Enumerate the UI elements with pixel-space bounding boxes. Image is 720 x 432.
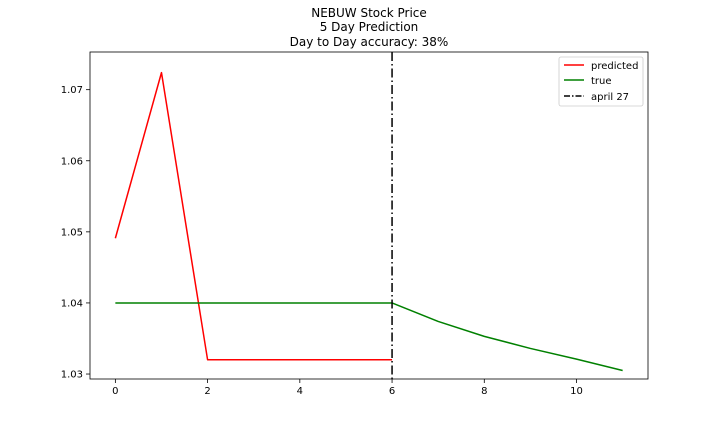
y-tick-label: 1.05 xyxy=(61,227,83,238)
chart-title-line-1: NEBUW Stock Price xyxy=(311,6,427,20)
legend-label-true: true xyxy=(591,76,612,87)
series-line-true xyxy=(115,302,623,372)
x-tick-label: 6 xyxy=(389,386,395,397)
legend-label-predicted: predicted xyxy=(591,61,638,72)
chart-title-line-3: Day to Day accuracy: 38% xyxy=(290,35,449,49)
x-axis: 0 2 4 6 8 10 xyxy=(112,379,583,397)
y-tick-label: 1.03 xyxy=(61,370,83,381)
x-tick-label: 10 xyxy=(570,386,583,397)
y-tick-label: 1.07 xyxy=(61,85,83,96)
x-tick-label: 8 xyxy=(481,386,487,397)
legend-box xyxy=(558,56,644,107)
plot-area xyxy=(114,71,623,372)
series-line-predicted xyxy=(114,71,393,361)
chart-title-line-2: 5 Day Prediction xyxy=(320,20,419,34)
x-tick-label: 4 xyxy=(297,386,303,397)
x-tick-label: 0 xyxy=(112,386,118,397)
y-tick-label: 1.06 xyxy=(61,156,83,167)
axes-frame xyxy=(89,51,649,380)
y-axis: 1.03 1.04 1.05 1.06 1.07 xyxy=(61,85,90,381)
legend-label-april-27: april 27 xyxy=(591,92,629,103)
y-tick-label: 1.04 xyxy=(61,298,83,309)
x-tick-label: 2 xyxy=(204,386,210,397)
legend: predicted true april 27 xyxy=(558,56,644,107)
